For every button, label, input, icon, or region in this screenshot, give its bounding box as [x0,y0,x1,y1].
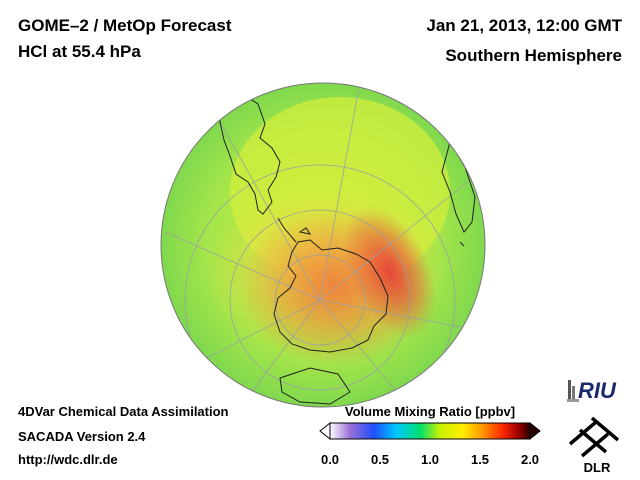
colorbar-max-arrow [529,421,541,441]
colorbar-tick: 0.5 [370,452,390,467]
antarctic-peninsula-outline [277,217,297,243]
globe-map [160,82,486,408]
colorbar-tick: 1.0 [420,452,440,467]
island-outline [298,227,312,235]
region-label: Southern Hemisphere [445,46,622,65]
title-line2: HCl at 55.4 hPa [18,42,141,61]
south-america-outline [219,91,281,215]
dlr-logo: DLR [568,416,620,475]
footer-line1: 4DVar Chemical Data Assimilation [18,404,229,419]
footer-url[interactable]: http://wdc.dlr.de [18,452,118,467]
colorbar-label: Volume Mixing Ratio [ppbv] [344,404,516,419]
globe-outline [160,82,486,408]
africa-outline [441,140,476,233]
colorbar-tick: 1.5 [470,452,490,467]
antarctica-outline [273,239,389,353]
date-label: Jan 21, 2013, 12:00 GMT [426,16,622,35]
colorbar-tick: 0.0 [320,452,340,467]
riu-logo-text: RIU [578,378,617,403]
colorbar-gradient [329,422,531,440]
colorbar [319,421,541,441]
colorbar-tick: 2.0 [520,452,540,467]
graticule [161,83,485,407]
riu-logo: RIU [567,378,617,403]
title-line1: GOME–2 / MetOp Forecast [18,16,232,35]
footer-line2: SACADA Version 2.4 [18,429,146,444]
australia-outline [279,367,351,405]
field-max [343,206,437,338]
island-outline [459,241,465,247]
colorbar-min-arrow [319,421,331,441]
dlr-logo-text: DLR [584,460,611,475]
